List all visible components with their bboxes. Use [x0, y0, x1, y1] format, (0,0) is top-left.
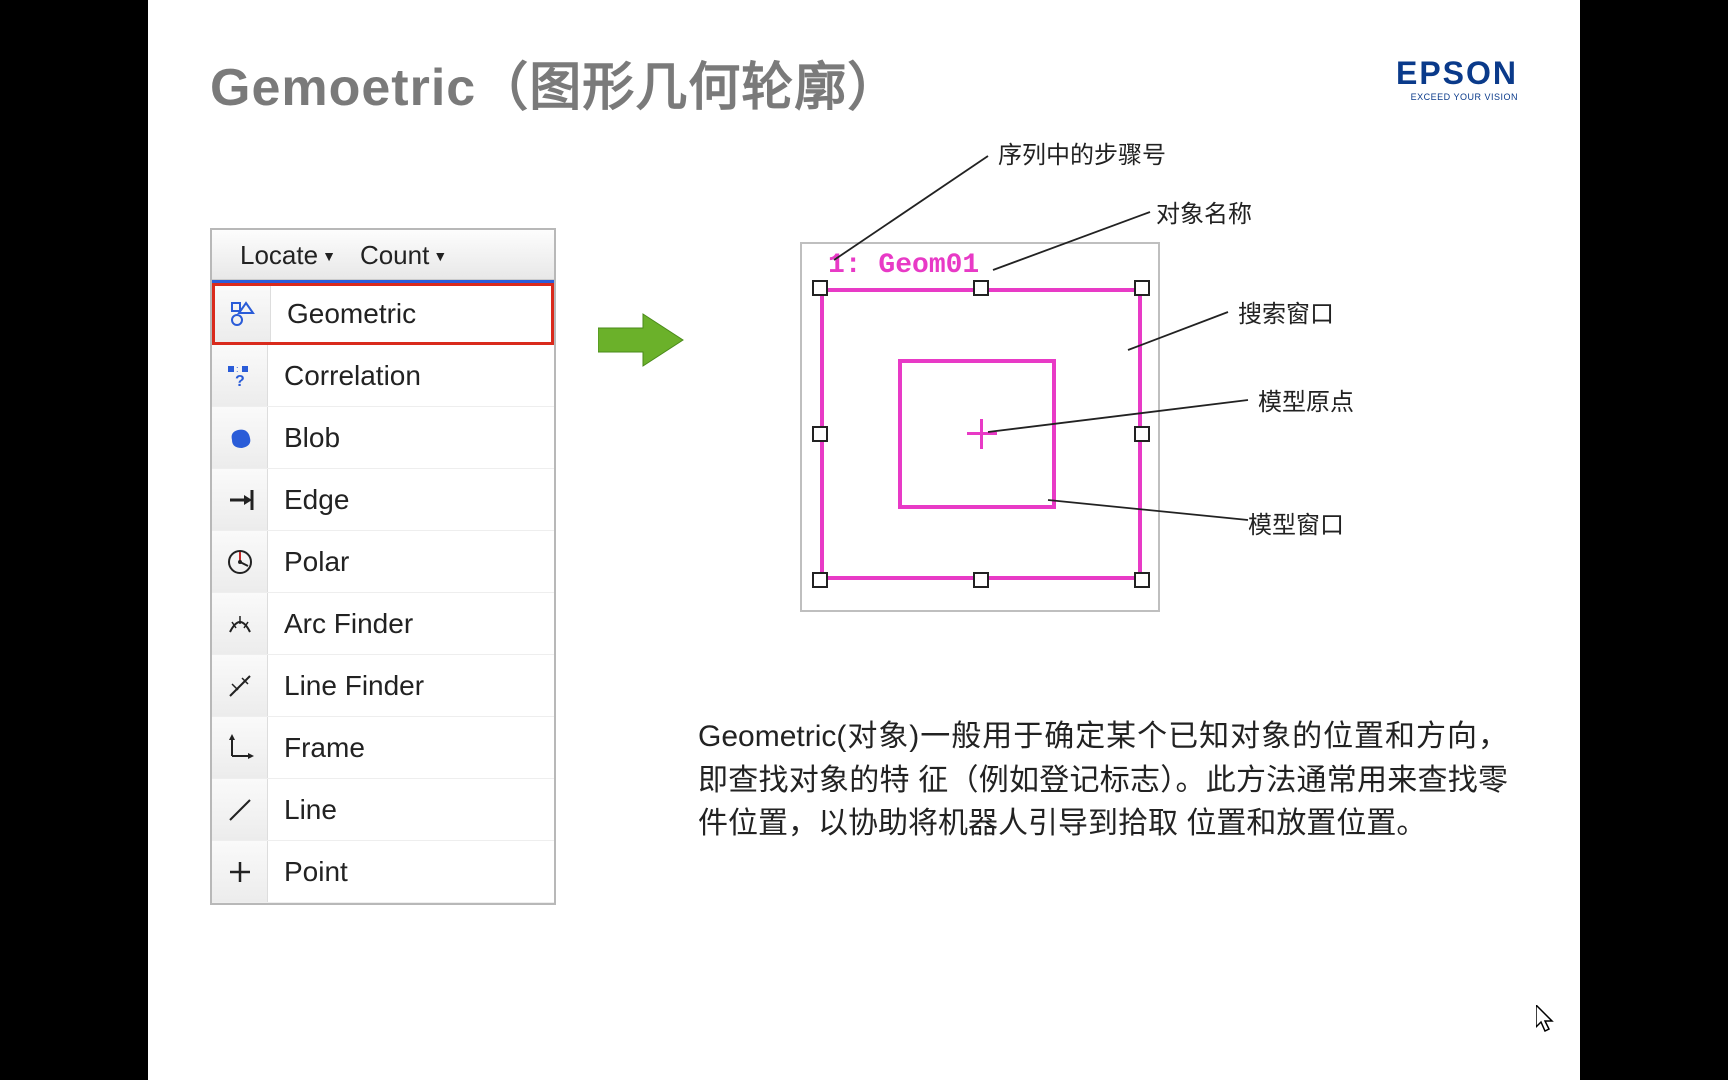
- menu-item-label: Point: [268, 856, 554, 888]
- svg-text:?: ?: [235, 373, 245, 390]
- resize-handle[interactable]: [1134, 572, 1150, 588]
- menu-item-label: Frame: [268, 732, 554, 764]
- resize-handle[interactable]: [973, 572, 989, 588]
- caret-down-icon: ▼: [322, 248, 336, 264]
- anno-search-window: 搜索窗口: [1238, 294, 1334, 329]
- menu-item-frame[interactable]: Frame: [212, 717, 554, 779]
- anno-model-origin: 模型原点: [1258, 382, 1354, 417]
- menu-item-point[interactable]: Point: [212, 841, 554, 903]
- resize-handle[interactable]: [1134, 280, 1150, 296]
- polar-icon: [212, 531, 268, 592]
- menu-item-label: Edge: [268, 484, 554, 516]
- object-label: 1: Geom01: [828, 250, 979, 281]
- resize-handle[interactable]: [973, 280, 989, 296]
- description-text: Geometric(对象)一般用于确定某个已知对象的位置和方向，即查找对象的特 …: [698, 715, 1508, 846]
- menubar-count[interactable]: Count ▼: [348, 236, 459, 275]
- geometric-diagram: 1: Geom01: [800, 242, 1160, 612]
- menu-item-label: Line Finder: [268, 670, 554, 702]
- menu-item-edge[interactable]: Edge: [212, 469, 554, 531]
- arcfinder-icon: [212, 593, 268, 654]
- logo-brand: EPSON: [1396, 55, 1518, 92]
- model-window: [898, 359, 1056, 509]
- logo: EPSON EXCEED YOUR VISION: [1396, 55, 1518, 102]
- menu-item-label: Arc Finder: [268, 608, 554, 640]
- anno-object-name: 对象名称: [1156, 194, 1252, 229]
- geometric-icon: [215, 286, 271, 342]
- menu-item-geometric[interactable]: Geometric: [212, 283, 554, 345]
- menu-list: Geometric:?CorrelationBlobEdgePolarArc F…: [212, 280, 554, 903]
- menu-item-line[interactable]: Line: [212, 779, 554, 841]
- anno-step-number: 序列中的步骤号: [998, 135, 1166, 170]
- menu-item-label: Geometric: [271, 298, 551, 330]
- menubar-locate[interactable]: Locate ▼: [228, 236, 348, 275]
- resize-handle[interactable]: [812, 280, 828, 296]
- point-icon: [212, 841, 268, 902]
- mouse-cursor-icon: [1536, 1005, 1556, 1033]
- menu-item-label: Correlation: [268, 360, 554, 392]
- logo-tagline: EXCEED YOUR VISION: [1396, 92, 1518, 102]
- line-icon: [212, 779, 268, 840]
- resize-handle[interactable]: [812, 426, 828, 442]
- page-title: Gemoetric（图形几何轮廓）: [210, 45, 900, 120]
- arrow-right-icon: [598, 310, 688, 370]
- menu-item-label: Line: [268, 794, 554, 826]
- menu-item-label: Polar: [268, 546, 554, 578]
- menu-item-linefinder[interactable]: Line Finder: [212, 655, 554, 717]
- resize-handle[interactable]: [1134, 426, 1150, 442]
- menu-item-polar[interactable]: Polar: [212, 531, 554, 593]
- locate-dropdown: Locate ▼ Count ▼ Geometric:?CorrelationB…: [210, 228, 556, 905]
- menubar: Locate ▼ Count ▼: [212, 230, 554, 280]
- blob-icon: [212, 407, 268, 468]
- slide: Gemoetric（图形几何轮廓） EPSON EXCEED YOUR VISI…: [148, 0, 1580, 1080]
- edge-icon: [212, 469, 268, 530]
- frame-icon: [212, 717, 268, 778]
- linefinder-icon: [212, 655, 268, 716]
- menu-item-arcfinder[interactable]: Arc Finder: [212, 593, 554, 655]
- menubar-count-label: Count: [360, 240, 429, 271]
- anno-model-window: 模型窗口: [1248, 505, 1344, 540]
- caret-down-icon: ▼: [433, 248, 447, 264]
- menu-item-correlation[interactable]: :?Correlation: [212, 345, 554, 407]
- correlation-icon: :?: [212, 345, 268, 406]
- menu-item-blob[interactable]: Blob: [212, 407, 554, 469]
- menubar-locate-label: Locate: [240, 240, 318, 271]
- menu-item-label: Blob: [268, 422, 554, 454]
- resize-handle[interactable]: [812, 572, 828, 588]
